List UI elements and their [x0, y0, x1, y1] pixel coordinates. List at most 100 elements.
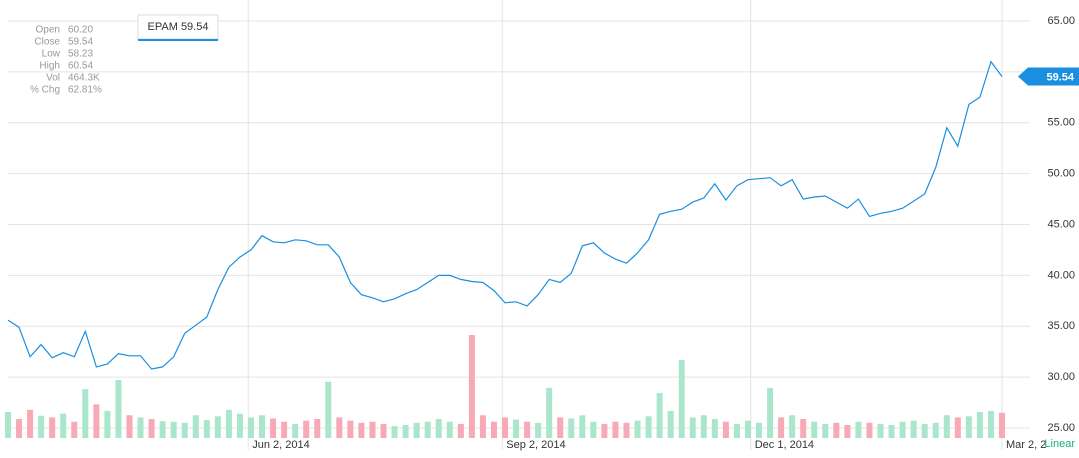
volume-bar: [159, 421, 166, 438]
volume-bar: [579, 415, 586, 438]
volume-bar: [524, 421, 531, 438]
legend-box: [137, 14, 219, 40]
volume-bar: [181, 422, 188, 438]
volume-bar: [380, 423, 387, 438]
volume-bar: [27, 409, 34, 438]
volume-bar: [502, 417, 508, 438]
volume-bar: [756, 422, 763, 438]
volume-bar: [722, 421, 729, 438]
volume-bar: [932, 422, 939, 438]
y-tick-label: 40.00: [1047, 269, 1075, 281]
volume-bar: [336, 417, 343, 438]
volume-bar: [424, 421, 431, 438]
grid: 25.0030.0035.0040.0045.0050.0055.0060.00…: [8, 0, 1075, 451]
volume-bar: [435, 419, 442, 438]
volume-bar: [700, 415, 707, 438]
volume-bar: [490, 421, 497, 438]
volume-bar: [192, 415, 199, 438]
volume-bar: [446, 421, 453, 438]
volume-bar: [16, 419, 23, 438]
volume-bar: [789, 415, 796, 438]
volume-bar: [943, 415, 950, 438]
volume-bar: [866, 422, 873, 438]
volume-bar: [402, 424, 409, 438]
y-tick-label: 25.00: [1047, 422, 1075, 434]
volume-bar: [391, 426, 398, 438]
x-tick-label: Jun 2, 2014: [252, 439, 310, 451]
volume-bar: [910, 420, 917, 438]
legend[interactable]: EPAM 59.54: [137, 14, 219, 41]
volume-bar: [225, 409, 232, 438]
volume-bar: [247, 417, 254, 438]
volume-bar: [513, 419, 520, 438]
info-label: Vol: [46, 73, 60, 84]
volume-bar: [844, 424, 851, 438]
info-value: 62.81%: [68, 85, 102, 96]
volume-bar: [358, 422, 365, 438]
volume-bar: [325, 381, 332, 438]
volume-bar: [877, 423, 884, 438]
volume-bar: [457, 423, 464, 438]
volume-bar: [126, 415, 133, 438]
volume-bar: [921, 423, 928, 438]
info-label: Low: [42, 49, 61, 60]
info-value: 59.54: [68, 37, 93, 48]
volume-bar: [811, 421, 818, 438]
volume-bar: [115, 379, 122, 438]
volume-bar: [899, 421, 906, 438]
scale-label[interactable]: Linear: [1044, 438, 1075, 450]
info-label: Open: [36, 25, 60, 36]
volume-bar: [259, 415, 266, 438]
y-tick-label: 30.00: [1047, 371, 1075, 383]
legend-entry: EPAM 59.54: [148, 21, 209, 33]
info-label: % Chg: [30, 85, 60, 96]
info-value: 60.20: [68, 25, 93, 36]
volume-bar: [104, 410, 111, 438]
price-line: [7, 60, 1003, 370]
legend-name: EPAM: [148, 21, 178, 33]
x-tick-label: Dec 1, 2014: [755, 439, 814, 451]
volume-bar: [38, 415, 45, 438]
volume-bar: [656, 393, 663, 438]
volume-bar: [855, 421, 862, 438]
info-value: 58.23: [68, 49, 93, 60]
volume-bar: [822, 423, 829, 438]
volume-bar: [767, 387, 774, 438]
volume-bar: [689, 417, 696, 438]
x-tick-label: Mar 2, 2: [1006, 439, 1046, 451]
y-tick-label: 35.00: [1047, 320, 1075, 332]
volume-bar: [281, 421, 288, 438]
x-tick-label: Sep 2, 2014: [506, 439, 565, 451]
info-panel: Open 60.20 Close 59.54 Low 58.23 High 60.54 Vol 4…: [30, 25, 102, 96]
volume-bar: [557, 417, 564, 438]
volume-bar: [601, 423, 608, 438]
volume-bar: [93, 404, 100, 438]
volume-bar: [413, 422, 420, 438]
volume-bar: [568, 418, 575, 438]
volume-bar: [645, 416, 652, 438]
volume-bar: [137, 417, 144, 438]
volume-bar: [303, 420, 310, 438]
volume-bar: [976, 411, 983, 438]
price-flag: [1018, 67, 1079, 86]
volume-bar: [987, 410, 994, 438]
volume-bar: [203, 420, 210, 438]
volume-bar: [49, 417, 56, 438]
volume-bar: [800, 419, 807, 438]
volume-bar: [214, 416, 221, 438]
volume-bar: [369, 421, 376, 438]
volume-bar: [535, 422, 542, 438]
volume-bar: [833, 422, 840, 438]
volume-bar: [546, 387, 553, 438]
volume-bar: [314, 419, 321, 438]
volume-bar: [347, 420, 354, 438]
volume-bar: [711, 419, 718, 438]
volume-bar: [667, 410, 674, 438]
volume-bar: [623, 422, 630, 438]
volume-bar: [634, 420, 641, 438]
volume-bar: [888, 424, 895, 438]
info-value: 464.3K: [68, 73, 100, 84]
volume-bar: [733, 423, 740, 438]
volume-bar: [612, 421, 619, 438]
